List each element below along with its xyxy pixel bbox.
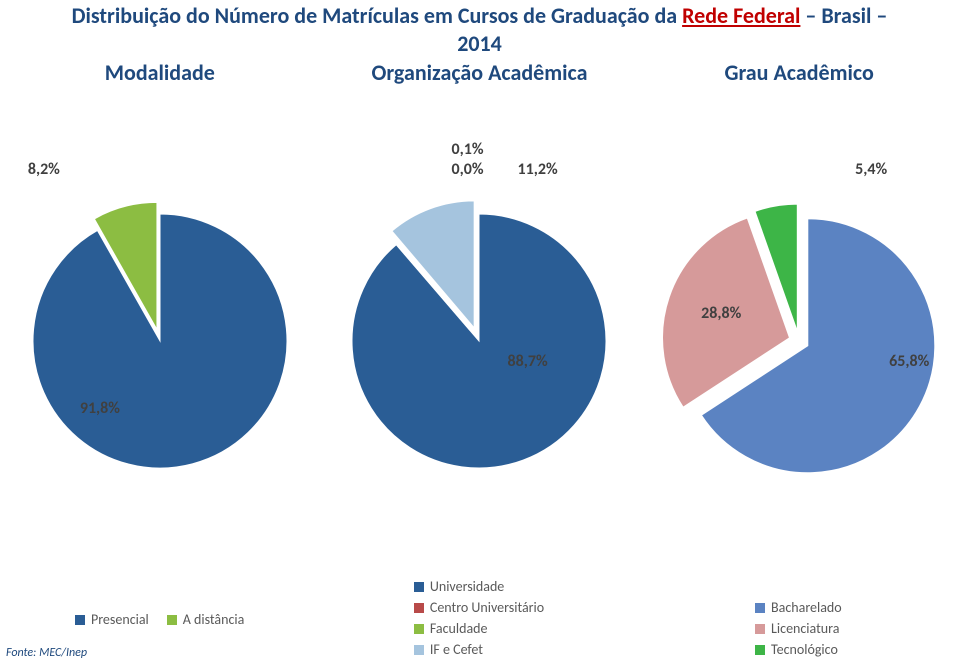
pie-data-label: 91,8% <box>80 399 120 418</box>
legend-swatch <box>755 624 765 634</box>
chart-title: Distribuição do Número de Matrículas em … <box>0 0 959 57</box>
source-text: Fonte: MEC/Inep <box>6 646 87 660</box>
title-highlight: Rede Federal <box>682 2 800 29</box>
pie-data-label: 5,4% <box>855 160 887 179</box>
legend-item: Presencial <box>75 611 149 628</box>
title-suffix: – Brasil – <box>800 2 887 29</box>
legend-label: Universidade <box>430 578 504 595</box>
legend-item: Licenciatura <box>755 620 842 637</box>
legend-label: IF e Cefet <box>430 641 483 658</box>
chart-organizacao: 88,7% 0,1%0,0% 11,2% <box>329 124 629 484</box>
legend-swatch <box>167 615 177 625</box>
legend-row: Presencial A distância Universidade Centro… <box>0 578 959 658</box>
legend-label: Bacharelado <box>771 599 842 616</box>
legend-organizacao: Universidade Centro Universitário Faculdad… <box>414 578 544 658</box>
pie-data-label: 65,8% <box>889 352 929 371</box>
legend-item: A distância <box>167 611 245 628</box>
legend-label: Centro Universitário <box>430 599 544 616</box>
pie-data-label: 28,8% <box>701 304 741 323</box>
legend-label: Presencial <box>91 611 149 628</box>
pie-data-label: 11,2% <box>517 160 557 179</box>
pie-data-label: 0,0% <box>451 160 483 179</box>
legend-item: Bacharelado <box>755 599 842 616</box>
charts-row: 91,8% 8,2% 88,7% 0,1%0,0% 11,2% 65,8% 28,8% 5… <box>0 124 959 484</box>
legend-swatch <box>414 603 424 613</box>
legend-swatch <box>755 645 765 655</box>
legend-swatch <box>414 645 424 655</box>
title-prefix: Distribuição do Número de Matrículas em … <box>72 2 682 29</box>
legend-item: Centro Universitário <box>414 599 544 616</box>
legend-swatch <box>75 615 85 625</box>
legend-swatch <box>414 582 424 592</box>
column-headers: Modalidade Organização Acadêmica Grau Ac… <box>0 59 959 86</box>
legend-label: Tecnológico <box>771 641 838 658</box>
pie-data-label: 88,7% <box>507 352 547 371</box>
col-header-modalidade: Modalidade <box>0 59 319 86</box>
legend-swatch <box>755 603 765 613</box>
legend-label: A distância <box>183 611 245 628</box>
col-header-organizacao: Organização Acadêmica <box>320 59 639 86</box>
legend-grau: Bacharelado Licenciatura Tecnológico <box>755 599 842 658</box>
pie-data-label: 0,1% <box>451 140 483 159</box>
legend-label: Licenciatura <box>771 620 839 637</box>
chart-modalidade: 91,8% 8,2% <box>10 124 310 484</box>
legend-modalidade: Presencial A distância <box>75 611 244 628</box>
legend-item: Tecnológico <box>755 641 842 658</box>
legend-item: Faculdade <box>414 620 544 637</box>
col-header-grau: Grau Acadêmico <box>639 59 958 86</box>
legend-swatch <box>414 624 424 634</box>
chart-grau: 65,8% 28,8% 5,4% <box>649 124 949 484</box>
pie-data-label: 8,2% <box>28 160 60 179</box>
legend-label: Faculdade <box>430 620 488 637</box>
legend-item: Universidade <box>414 578 544 595</box>
title-year: 2014 <box>457 30 502 57</box>
legend-item: IF e Cefet <box>414 641 544 658</box>
